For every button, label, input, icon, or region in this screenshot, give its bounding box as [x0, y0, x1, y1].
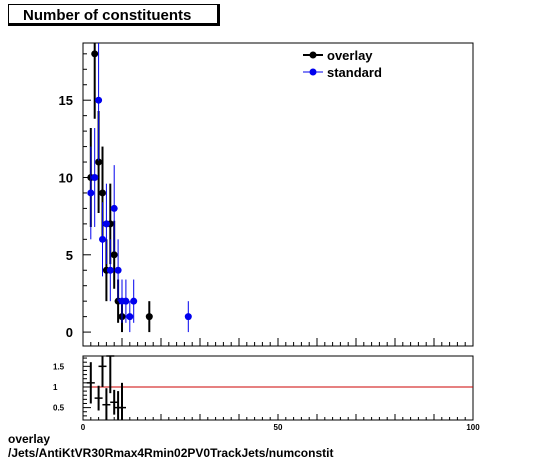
ratio-point [106, 355, 115, 394]
marker [106, 266, 114, 274]
ratio-x-tick-label: 0 [81, 423, 86, 432]
marker [95, 96, 103, 104]
ratio-point [114, 391, 123, 420]
marker [130, 297, 138, 305]
ratio-x-tick-label: 50 [274, 423, 283, 432]
data-point-standard [99, 202, 106, 277]
legend-marker-overlay [309, 51, 317, 59]
ratio-axis-ticks: 0.5 1 1.5 0 50 100 [53, 357, 480, 432]
data-point-standard [130, 279, 138, 323]
marker [110, 251, 118, 259]
y-tick-label: 5 [66, 248, 73, 263]
main-frame [82, 42, 474, 347]
data-point-overlay [91, 43, 99, 119]
ratio-point [94, 385, 103, 411]
main-axis-ticks: 0 5 10 15 [59, 53, 474, 346]
data-point-standard [126, 301, 134, 333]
ratio-point [102, 388, 111, 420]
legend-label-overlay: overlay [327, 48, 373, 63]
data-point-standard [95, 43, 103, 161]
ratio-point [86, 362, 95, 404]
marker [122, 297, 130, 305]
data-point-overlay [145, 301, 153, 333]
data-point-standard [184, 301, 192, 333]
ratio-y-tick-label: 1.5 [53, 362, 65, 371]
ratio-frame [82, 355, 474, 421]
marker [102, 220, 110, 228]
marker [99, 235, 106, 243]
ratio-y-tick-label: 0.5 [53, 404, 65, 413]
legend: overlay standard [303, 48, 382, 80]
main-series-marks [87, 43, 192, 333]
data-point-standard [91, 128, 99, 227]
marker [114, 266, 122, 274]
legend-label-standard: standard [327, 65, 382, 80]
title-box: Number of constituents [8, 4, 220, 26]
data-point-standard [114, 239, 122, 302]
marker [110, 204, 118, 212]
data-point-standard [106, 239, 114, 302]
data-point-standard [122, 279, 130, 323]
ratio-point [118, 382, 126, 420]
chart-title: Number of constituents [23, 7, 192, 24]
ratio-y-tick-label: 1 [53, 383, 58, 392]
ratio-point [110, 389, 119, 415]
marker [126, 313, 134, 321]
marker [184, 313, 192, 321]
ratio-series-marks [86, 355, 126, 420]
ratio-x-tick-label: 100 [466, 423, 480, 432]
legend-marker-standard [309, 68, 317, 76]
marker [87, 189, 95, 197]
caption-label: overlay [8, 432, 51, 446]
marker [91, 50, 99, 58]
data-point-standard [102, 183, 110, 265]
marker [99, 189, 106, 197]
marker [95, 158, 103, 166]
ratio-point [98, 356, 107, 387]
y-tick-label: 15 [59, 93, 73, 108]
y-tick-label: 10 [59, 170, 73, 185]
data-point-standard [110, 165, 118, 252]
marker [145, 313, 153, 321]
data-point-standard [87, 146, 95, 240]
caption-path: /Jets/AntiKtVR30Rmax4Rmin02PV0TrackJets/… [8, 446, 334, 460]
y-tick-label: 0 [66, 325, 73, 340]
marker [91, 173, 99, 181]
